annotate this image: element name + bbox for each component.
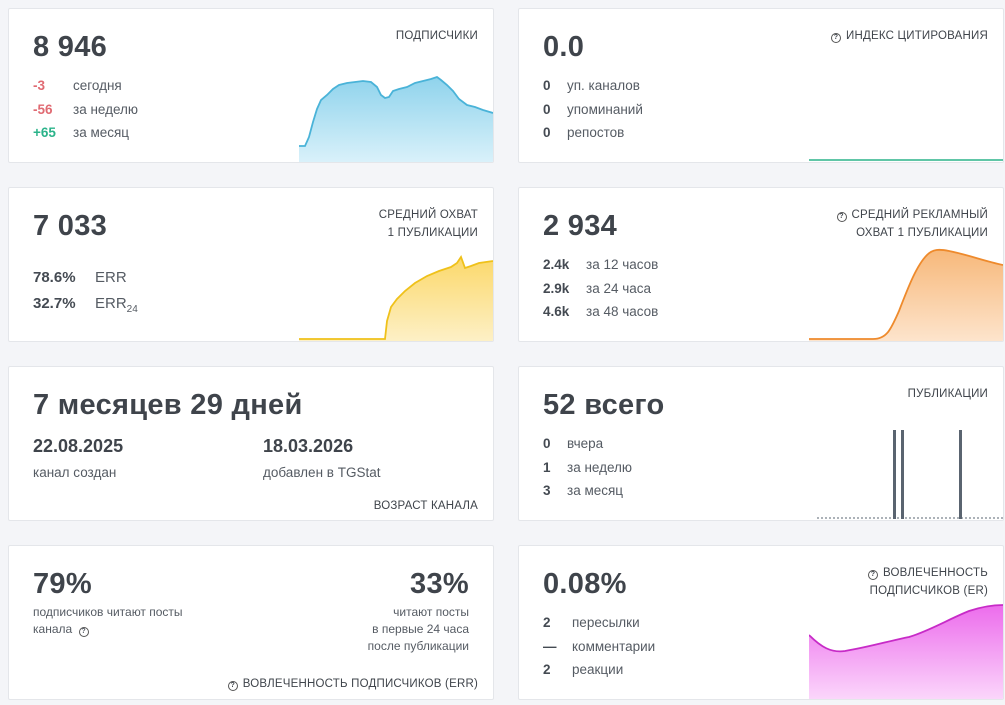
- posts-total: 52 всего: [543, 389, 665, 421]
- posts-title: ПУБЛИКАЦИИ: [907, 388, 988, 400]
- stat-reposts: 0 репостов: [543, 125, 625, 140]
- post-bar: [959, 430, 962, 519]
- ad-reach-title: ? СРЕДНИЙ РЕКЛАМНЫЙ ОХВАТ 1 ПУБЛИКАЦИИ: [836, 206, 988, 242]
- question-circle-icon[interactable]: ?: [868, 570, 879, 580]
- citation-index-value: 0.0: [543, 31, 585, 63]
- ad-reach-value: 2 934: [543, 210, 618, 242]
- created-date: 22.08.2025: [33, 436, 124, 456]
- created-label: канал создан: [33, 465, 117, 480]
- reach-sparkline: [299, 255, 493, 341]
- citation-card[interactable]: 0.0 ? ИНДЕКС ЦИТИРОВАНИЯ 0 уп. каналов 0 уп…: [518, 8, 1004, 163]
- stat-reactions: 2 реакции: [543, 662, 624, 677]
- readers-24h-text: читают посты в первые 24 часа после публ…: [367, 605, 469, 653]
- channel-age-title: ВОЗРАСТ КАНАЛА: [373, 500, 478, 512]
- stat-mention-channels: 0 уп. каналов: [543, 78, 640, 93]
- reach-value: 7 033: [33, 210, 108, 242]
- subscribers-title: ПОДПИСЧИКИ: [395, 30, 478, 42]
- reach-card[interactable]: 7 033 СРЕДНИЙ ОХВАТ 1 ПУБЛИКАЦИИ 78.6% ERR…: [8, 187, 494, 342]
- subscribers-count: 8 946: [33, 31, 108, 63]
- er-title: ? ВОВЛЕЧЕННОСТЬ ПОДПИСЧИКОВ (ER): [868, 567, 988, 597]
- channel-age-card[interactable]: 7 месяцев 29 дней 22.08.2025 канал созда…: [8, 366, 494, 521]
- er-sparkline: [809, 604, 1003, 699]
- engagement-err-card[interactable]: 79% подписчиков читают посты канала ? 33…: [8, 545, 494, 700]
- readers-text: подписчиков читают посты канала ?: [33, 605, 183, 637]
- added-date: 18.03.2026: [263, 436, 354, 456]
- question-circle-icon[interactable]: ?: [831, 33, 842, 43]
- added-label: добавлен в TGStat: [263, 465, 381, 480]
- post-bar: [901, 430, 904, 519]
- engagement-er-card[interactable]: 0.08% ? ВОВЛЕЧЕННОСТЬ ПОДПИСЧИКОВ (ER) 2 пе…: [518, 545, 1004, 700]
- stat-today: -3 сегодня: [33, 78, 122, 93]
- er-value: 0.08%: [543, 568, 627, 600]
- stat-posts-week: 1 за неделю: [543, 460, 633, 475]
- stat-month: +65 за месяц: [33, 125, 130, 140]
- stat-yesterday: 0 вчера: [543, 436, 604, 451]
- posts-bar-chart: [817, 430, 1003, 519]
- question-circle-icon[interactable]: ?: [836, 212, 847, 222]
- stat-mentions: 0 упоминаний: [543, 102, 643, 117]
- ad-reach-card[interactable]: 2 934 ? СРЕДНИЙ РЕКЛАМНЫЙ ОХВАТ 1 ПУБЛИКАЦ…: [518, 187, 1004, 342]
- stat-24h: 2.9k за 24 часа: [543, 281, 652, 296]
- subscribers-sparkline: [299, 75, 493, 162]
- citation-title: ? ИНДЕКС ЦИТИРОВАНИЯ: [831, 27, 988, 45]
- readers-24h-percent: 33%: [410, 568, 469, 600]
- reach-title: СРЕДНИЙ ОХВАТ 1 ПУБЛИКАЦИИ: [378, 209, 478, 239]
- subscribers-card[interactable]: 8 946 ПОДПИСЧИКИ -3 сегодня -56 за неделю …: [8, 8, 494, 163]
- question-circle-icon[interactable]: ?: [227, 681, 238, 691]
- channel-age-value: 7 месяцев 29 дней: [33, 389, 303, 421]
- citation-sparkline: [809, 159, 1003, 161]
- stat-forwards: 2 пересылки: [543, 615, 640, 630]
- err-row: 78.6% ERR: [33, 269, 127, 286]
- stat-12h: 2.4k за 12 часов: [543, 257, 659, 272]
- stat-posts-month: 3 за месяц: [543, 483, 624, 498]
- post-bar: [893, 430, 896, 519]
- engagement-err-title: ? ВОВЛЕЧЕННОСТЬ ПОДПИСЧИКОВ (ERR): [227, 678, 478, 691]
- stat-week: -56 за неделю: [33, 102, 139, 117]
- question-circle-icon[interactable]: ?: [78, 627, 89, 637]
- err24-row: 32.7% ERR24: [33, 295, 138, 315]
- ad-reach-sparkline: [809, 248, 1003, 341]
- stat-comments: — комментарии: [543, 639, 656, 654]
- stat-48h: 4.6k за 48 часов: [543, 304, 659, 319]
- readers-percent: 79%: [33, 568, 92, 600]
